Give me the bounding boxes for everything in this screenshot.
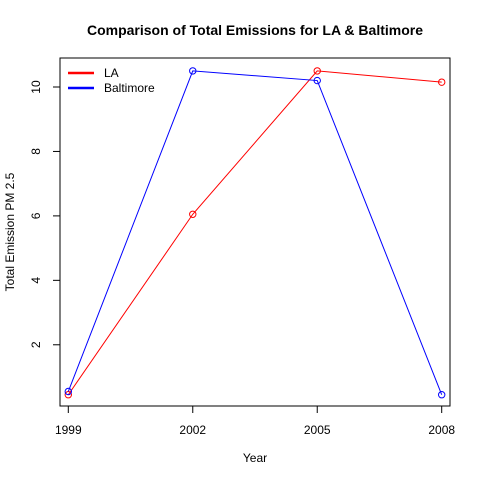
legend-label: Baltimore	[104, 81, 155, 95]
data-point	[438, 391, 446, 399]
data-point	[313, 67, 321, 75]
data-point	[313, 76, 321, 85]
y-tick-label: 10	[29, 80, 43, 94]
legend-entry: LA	[68, 66, 119, 80]
legend-entry: Baltimore	[68, 81, 155, 95]
x-axis-title: Year	[243, 451, 267, 465]
y-tick-label: 6	[29, 212, 43, 219]
plot-frame	[59, 57, 451, 407]
series-baltimore	[64, 67, 446, 399]
x-axis: 1999 2002 2005 2008	[55, 406, 455, 437]
series-layer	[64, 67, 446, 399]
data-point	[64, 387, 72, 396]
series-line	[67, 70, 442, 396]
y-tick-label: 2	[29, 341, 43, 348]
data-point	[64, 391, 72, 399]
data-point	[438, 78, 446, 86]
y-tick-label: 8	[29, 148, 43, 155]
data-point	[189, 67, 197, 75]
y-axis: 2 4 6 8 10	[29, 80, 60, 348]
y-axis-title: Total Emission PM 2.5	[3, 172, 17, 291]
chart-title: Comparison of Total Emissions for LA & B…	[87, 22, 423, 38]
series-la	[64, 67, 446, 399]
x-tick-label: 2008	[428, 423, 455, 437]
data-point	[189, 210, 197, 218]
x-tick-label: 1999	[55, 423, 82, 437]
x-tick-label: 2002	[179, 423, 206, 437]
series-line	[67, 70, 443, 395]
x-tick-label: 2005	[304, 423, 331, 437]
legend-label: LA	[104, 66, 119, 80]
y-tick-label: 4	[29, 277, 43, 284]
